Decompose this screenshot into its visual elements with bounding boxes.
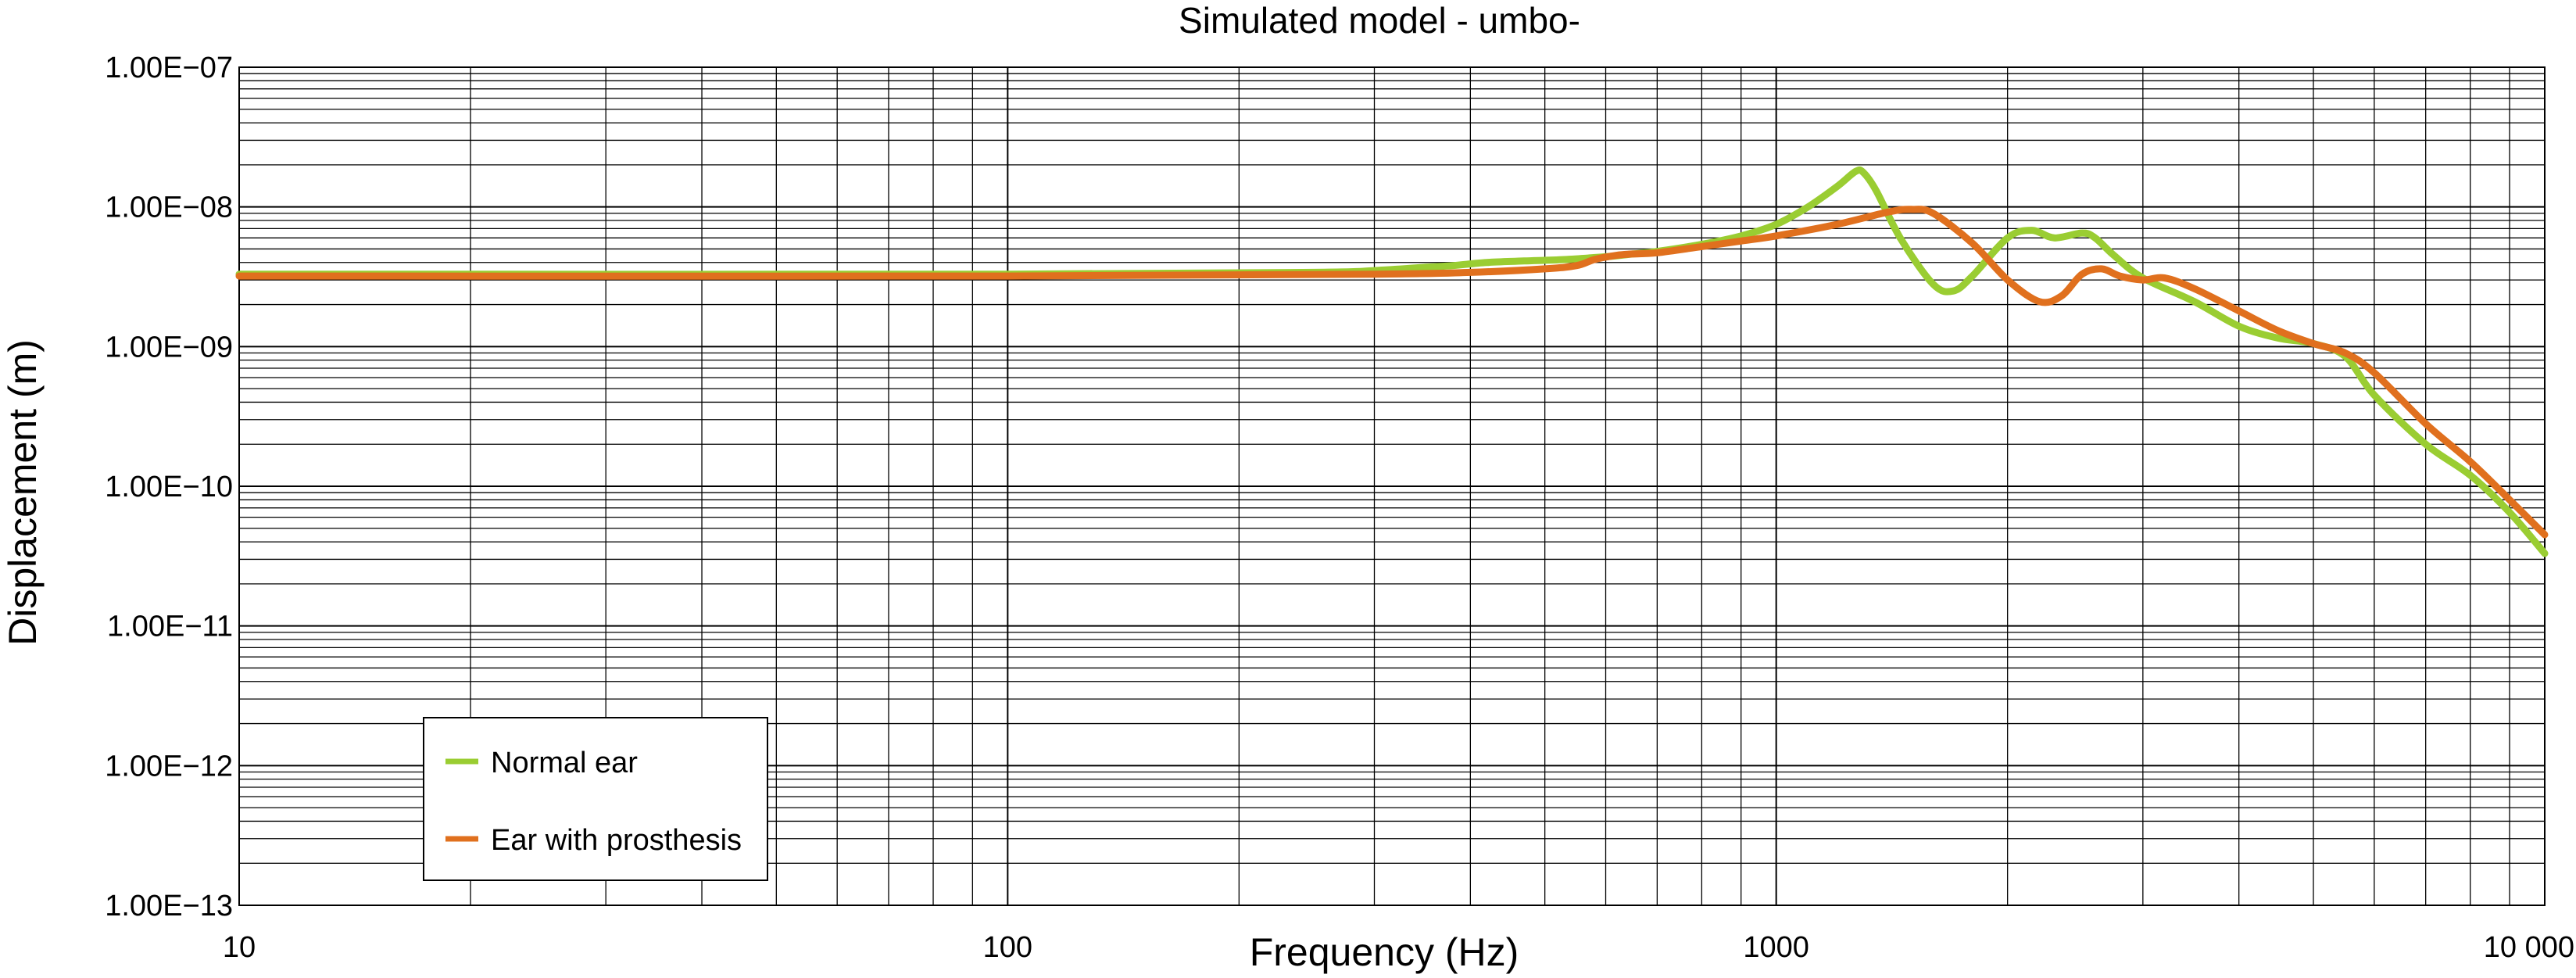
y-tick-label: 1.00E−08 — [105, 192, 233, 224]
y-tick-label: 1.00E−07 — [105, 52, 233, 84]
x-tick-label: 100 — [983, 931, 1032, 964]
plot-area-border — [238, 66, 2546, 906]
x-tick-label: 1000 — [1743, 931, 1809, 964]
y-tick-label: 1.00E−13 — [105, 890, 233, 922]
chart-title: Simulated model - umbo- — [1179, 0, 1580, 41]
y-tick-label: 1.00E−12 — [105, 750, 233, 783]
y-axis-tick-labels: 1.00E−07 1.00E−08 1.00E−09 1.00E−10 1.00E−11… — [105, 52, 233, 922]
y-axis-label: Displacement (m) — [1, 339, 45, 646]
legend-label-normal-ear: Normal ear — [491, 747, 638, 779]
x-axis-tick-labels: 10 100 1000 10 000 — [223, 931, 2574, 964]
series-lines — [235, 166, 2549, 557]
x-tick-label: 10 000 — [2484, 931, 2574, 964]
legend: Normal ear Ear with prosthesis — [423, 717, 768, 881]
legend-box — [423, 717, 768, 881]
y-tick-label: 1.00E−09 — [105, 331, 233, 364]
x-axis-label: Frequency (Hz) — [1250, 930, 1519, 974]
legend-label-ear-with-prosthesis: Ear with prosthesis — [491, 824, 742, 857]
y-tick-label: 1.00E−11 — [107, 611, 233, 643]
y-tick-label: 1.00E−10 — [105, 471, 233, 503]
series-line-ear-with-prosthesis — [235, 206, 2549, 539]
x-tick-label: 10 — [223, 931, 256, 964]
series-line-normal-ear — [235, 166, 2549, 557]
